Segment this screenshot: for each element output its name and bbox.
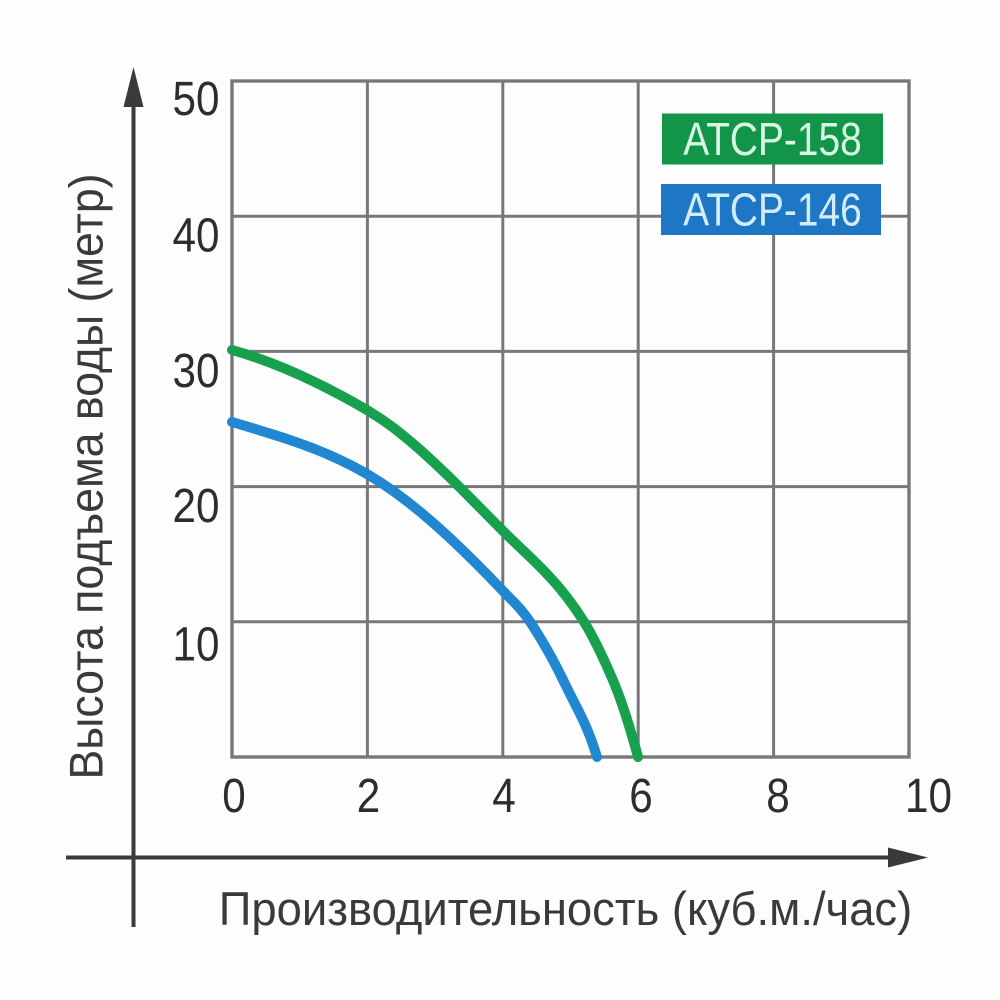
svg-text:Производительность (куб.м./час: Производительность (куб.м./час) xyxy=(219,882,912,935)
svg-text:30: 30 xyxy=(173,343,220,397)
svg-text:10: 10 xyxy=(905,768,952,822)
svg-text:20: 20 xyxy=(173,479,220,533)
svg-text:АТСР-146: АТСР-146 xyxy=(683,184,861,236)
svg-text:10: 10 xyxy=(173,617,220,671)
svg-text:50: 50 xyxy=(173,71,220,125)
svg-text:АТСР-158: АТСР-158 xyxy=(683,114,861,166)
svg-text:0: 0 xyxy=(222,768,245,822)
svg-text:4: 4 xyxy=(492,768,515,822)
svg-text:2: 2 xyxy=(357,768,380,822)
svg-text:8: 8 xyxy=(766,768,789,822)
svg-text:Высота подъема воды (метр): Высота подъема воды (метр) xyxy=(60,173,112,779)
svg-text:40: 40 xyxy=(173,208,220,262)
svg-text:6: 6 xyxy=(629,768,652,822)
